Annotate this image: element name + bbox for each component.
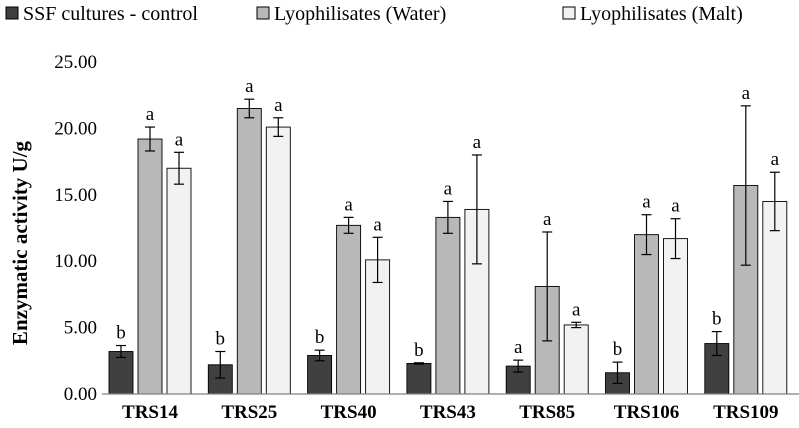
- error-bar-trs43-series-1: [413, 362, 424, 365]
- y-axis-ticks: 0.00 5.00 10.00 15.00 20.00 25.00: [54, 52, 97, 405]
- bar-trs14-series-2: [137, 138, 163, 395]
- legend-swatch-1: [5, 6, 19, 20]
- sig-label-trs85-series-3: a: [572, 299, 581, 320]
- y-tick-label-0: 0.00: [64, 384, 97, 405]
- error-bar-trs109-series-2: [740, 105, 751, 266]
- error-bar-trs40-series-3: [372, 236, 383, 284]
- legend-label-3: Lyophilisates (Malt): [580, 3, 743, 25]
- sig-label-trs85-series-2: a: [543, 209, 552, 230]
- bar-trs14-series-1: [108, 351, 134, 395]
- error-bar-trs40-series-2: [343, 216, 354, 234]
- bar-trs14-series-3: [166, 167, 192, 395]
- x-tick-label-trs43: TRS43: [420, 402, 476, 423]
- error-bar-trs14-series-3: [174, 151, 184, 185]
- sig-label-trs14-series-1: b: [116, 323, 126, 344]
- error-bar-trs106-series-2: [641, 214, 652, 256]
- sig-label-trs106-series-3: a: [671, 196, 680, 217]
- bars: [108, 108, 788, 395]
- sig-label-trs25-series-2: a: [245, 76, 254, 97]
- sig-label-trs14-series-3: a: [175, 129, 184, 150]
- bar-trs25-series-2: [236, 108, 262, 395]
- error-bar-trs85-series-3: [571, 321, 582, 329]
- error-bar-trs25-series-2: [244, 98, 255, 119]
- error-bars: [116, 98, 780, 384]
- sig-label-trs109-series-1: b: [712, 309, 722, 330]
- y-tick-label-1: 5.00: [64, 318, 97, 339]
- x-tick-label-trs14: TRS14: [122, 402, 178, 423]
- legend-label-1: SSF cultures - control: [23, 3, 198, 25]
- sig-label-trs43-series-1: b: [414, 340, 424, 361]
- bar-trs40-series-3: [365, 259, 391, 395]
- legend-swatch-2: [256, 6, 270, 20]
- error-bar-trs14-series-1: [116, 344, 126, 359]
- error-bar-trs43-series-3: [471, 154, 482, 265]
- y-tick-label-4: 20.00: [54, 118, 97, 139]
- sig-label-trs25-series-3: a: [274, 95, 283, 116]
- bar-trs43-series-1: [406, 363, 432, 395]
- error-bar-trs85-series-2: [542, 231, 553, 342]
- sig-label-trs40-series-2: a: [344, 194, 353, 215]
- error-bar-trs106-series-1: [612, 361, 623, 384]
- sig-label-trs40-series-1: b: [315, 327, 325, 348]
- sig-label-trs106-series-2: a: [642, 192, 651, 213]
- error-bar-trs85-series-1: [513, 359, 524, 373]
- error-bar-trs25-series-1: [215, 350, 226, 379]
- error-bar-trs40-series-1: [314, 349, 325, 362]
- sig-label-trs25-series-1: b: [216, 329, 226, 350]
- bar-trs25-series-3: [265, 126, 291, 395]
- x-axis-ticks: TRS14 TRS25 TRS40 TRS43 TRS85 TRS106 TRS109: [122, 402, 779, 423]
- sig-label-trs40-series-3: a: [373, 214, 382, 235]
- sig-label-trs14-series-2: a: [146, 104, 155, 125]
- x-tick-label-trs25: TRS25: [221, 402, 277, 423]
- x-tick-label-trs109: TRS109: [713, 402, 778, 423]
- error-bar-trs25-series-3: [273, 117, 284, 137]
- y-axis-label: Enzymatic activity U/g: [8, 140, 32, 345]
- legend-label-2: Lyophilisates (Water): [274, 3, 446, 25]
- bar-trs106-series-2: [634, 234, 659, 395]
- x-tick-label-trs40: TRS40: [321, 402, 377, 423]
- bar-trs43-series-2: [435, 216, 461, 395]
- error-bar-trs109-series-1: [711, 330, 722, 357]
- sig-label-trs43-series-3: a: [473, 132, 482, 153]
- error-bar-trs14-series-2: [145, 126, 155, 152]
- y-tick-label-2: 10.00: [54, 251, 97, 272]
- x-tick-label-trs106: TRS106: [614, 402, 679, 423]
- error-bar-trs106-series-3: [670, 218, 681, 260]
- bar-trs106-series-3: [663, 238, 688, 395]
- sig-label-trs109-series-3: a: [771, 149, 780, 170]
- sig-label-trs109-series-2: a: [742, 83, 751, 104]
- sig-label-trs85-series-1: a: [514, 337, 523, 358]
- legend-swatch-3: [562, 6, 576, 20]
- y-tick-label-5: 25.00: [54, 52, 97, 73]
- legend: SSF cultures - control Lyophilisates (Wat…: [5, 3, 743, 25]
- error-bar-trs43-series-2: [442, 200, 453, 234]
- sig-label-trs43-series-2: a: [444, 178, 453, 199]
- bar-trs40-series-2: [336, 224, 362, 395]
- bar-trs85-series-3: [563, 324, 589, 395]
- sig-label-trs106-series-1: b: [613, 339, 623, 360]
- error-bar-trs109-series-3: [769, 171, 780, 232]
- y-tick-label-3: 15.00: [54, 185, 97, 206]
- x-tick-label-trs85: TRS85: [519, 402, 575, 423]
